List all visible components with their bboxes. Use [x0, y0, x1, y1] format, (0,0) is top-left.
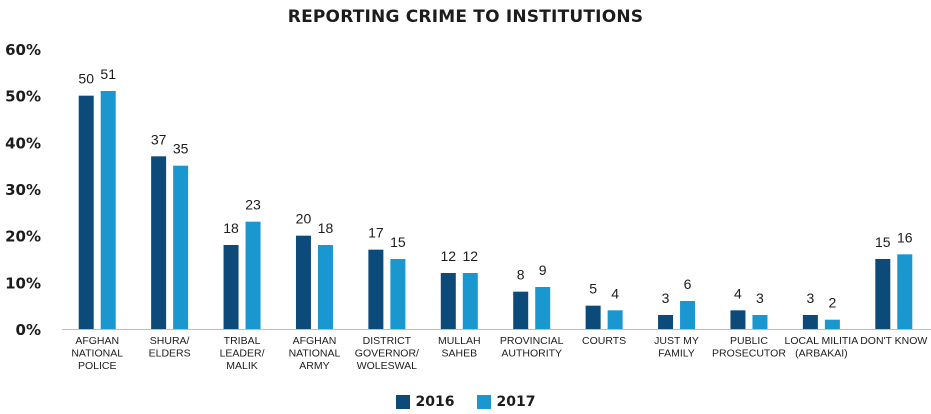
bar-2016: [78, 95, 94, 330]
x-tick-label: DISTRICT: [363, 335, 412, 347]
y-tick-label: 60%: [5, 41, 41, 59]
data-label-2016: 18: [223, 220, 239, 236]
x-tick-label: AFGHAN: [75, 335, 119, 347]
data-label-2017: 3: [756, 290, 764, 306]
bar-2016: [368, 249, 384, 329]
x-tick-label: COURTS: [582, 335, 626, 347]
data-label-2016: 3: [806, 290, 814, 306]
data-label-2016: 12: [441, 248, 457, 264]
legend-item-2017: 2017: [476, 394, 536, 410]
x-tick-label: (ARBAKAI): [795, 348, 848, 360]
legend-label-2016: 2016: [415, 394, 455, 410]
y-tick-label: 20%: [5, 228, 41, 246]
bar-2017: [824, 319, 840, 329]
legend-item-2016: 2016: [395, 394, 455, 410]
x-tick-label: SAHEB: [441, 348, 477, 360]
data-label-2017: 35: [173, 141, 189, 157]
bar-2016: [658, 315, 674, 329]
data-label-2016: 3: [662, 290, 670, 306]
bar-2017: [535, 287, 551, 329]
legend: 2016 2017: [0, 394, 931, 410]
x-tick-label: NATIONAL: [71, 348, 123, 360]
bar-2017: [752, 315, 768, 329]
data-label-2016: 20: [296, 211, 312, 227]
x-tick-label: DON'T KNOW: [860, 335, 927, 347]
x-tick-label: PROVINCIAL: [500, 335, 564, 347]
data-label-2017: 9: [539, 262, 547, 278]
bar-2017: [317, 245, 333, 329]
bar-2016: [513, 291, 529, 329]
bar-2016: [802, 315, 818, 329]
bar-2016: [151, 156, 167, 329]
x-tick-label: ARMY: [299, 360, 329, 372]
x-tick-label: AUTHORITY: [501, 348, 562, 360]
x-tick-label: MALIK: [226, 360, 258, 372]
bar-2017: [607, 310, 623, 329]
data-label-2017: 16: [897, 229, 913, 245]
bar-2016: [223, 245, 239, 329]
bar-2017: [173, 165, 189, 329]
y-tick-label: 50%: [5, 88, 41, 106]
data-label-2017: 6: [684, 276, 692, 292]
y-tick-label: 10%: [5, 274, 41, 292]
bar-2017: [245, 221, 261, 329]
y-tick-label: 40%: [5, 134, 41, 152]
legend-label-2017: 2017: [496, 394, 536, 410]
bar-2017: [680, 301, 696, 329]
bar-2017: [390, 259, 406, 329]
bar-2017: [100, 91, 116, 329]
bar-2016: [295, 235, 311, 329]
x-tick-label: TRIBAL: [224, 335, 261, 347]
x-tick-label: LEADER/: [220, 348, 265, 360]
x-tick-label: WOLESWAL: [357, 360, 417, 372]
legend-swatch-2017: [476, 395, 491, 409]
y-tick-label: 0%: [16, 321, 41, 339]
data-label-2017: 4: [611, 285, 619, 301]
x-tick-label: PUBLIC: [730, 335, 768, 347]
x-tick-label: AFGHAN: [293, 335, 337, 347]
data-label-2017: 18: [318, 220, 334, 236]
x-tick-label: NATIONAL: [289, 348, 341, 360]
chart-title: REPORTING CRIME TO INSTITUTIONS: [287, 7, 644, 27]
x-tick-label: ELDERS: [149, 348, 191, 360]
data-label-2017: 15: [390, 234, 406, 250]
data-label-2016: 8: [517, 267, 525, 283]
x-tick-label: JUST MY: [654, 335, 699, 347]
bar-2016: [585, 305, 601, 329]
data-label-2017: 12: [463, 248, 479, 264]
legend-swatch-2016: [395, 395, 410, 409]
x-tick-label: PROSECUTOR: [712, 348, 786, 360]
data-label-2017: 2: [828, 295, 836, 311]
bar-2016: [875, 259, 891, 329]
data-label-2016: 5: [589, 281, 597, 297]
bar-2017: [462, 273, 478, 329]
bar-2017: [897, 254, 913, 329]
data-label-2017: 51: [100, 66, 116, 82]
data-label-2017: 23: [245, 197, 261, 213]
x-tick-label: LOCAL MILITIA: [785, 335, 859, 347]
x-tick-label: SHURA/: [150, 335, 190, 347]
data-label-2016: 17: [368, 225, 384, 241]
bar-2016: [730, 310, 746, 329]
data-label-2016: 37: [151, 131, 167, 147]
bar-2016: [440, 273, 456, 329]
data-label-2016: 4: [734, 285, 742, 301]
x-tick-label: POLICE: [78, 360, 117, 372]
data-label-2016: 50: [78, 71, 94, 87]
x-tick-label: GOVERNOR/: [355, 348, 419, 360]
y-tick-label: 30%: [5, 181, 41, 199]
x-tick-label: FAMILY: [658, 348, 695, 360]
data-label-2016: 15: [875, 234, 891, 250]
x-tick-label: MULLAH: [438, 335, 481, 347]
